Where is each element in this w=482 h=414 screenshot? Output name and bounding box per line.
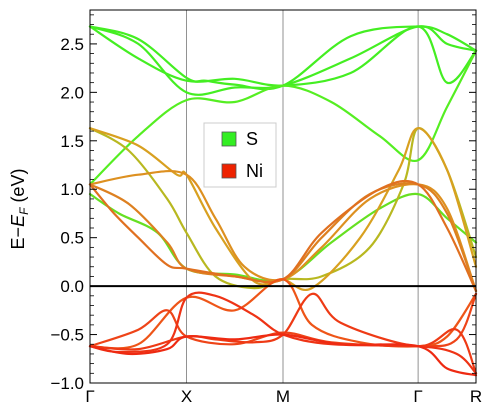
ylabel-sub: F	[17, 207, 31, 215]
legend-label-ni: Ni	[246, 161, 263, 181]
y-tick-label: 0.5	[60, 229, 84, 248]
ylabel-italic: E	[8, 214, 28, 227]
kpoint-lines	[186, 10, 419, 383]
legend-box	[203, 122, 277, 188]
legend-swatch-ni	[221, 163, 237, 179]
band-line	[88, 179, 478, 293]
x-tick-label: Γ	[85, 387, 94, 406]
plot-frame	[89, 9, 477, 384]
ylabel-unit: (eV)	[8, 169, 28, 208]
legend-swatch-s	[221, 131, 237, 147]
y-tick-label: 2.0	[60, 83, 84, 102]
x-tick-label: R	[470, 387, 482, 406]
legend-label-s: S	[246, 129, 258, 149]
y-tick-label: 1.0	[60, 180, 84, 199]
y-axis-ticks: −1.0 −0.5 0.0 0.5 1.0 1.5 2.0 2.5	[50, 14, 476, 393]
band-line	[88, 49, 478, 186]
band-line	[88, 291, 478, 375]
y-tick-label: −1.0	[50, 374, 84, 393]
x-tick-label: X	[181, 387, 192, 406]
x-tick-label: M	[276, 387, 290, 406]
y-axis-title: E−EF (eV)	[8, 169, 31, 250]
y-tick-label: 1.5	[60, 132, 84, 151]
band-line	[88, 333, 478, 377]
legend: S Ni	[203, 122, 277, 188]
band-series	[88, 25, 478, 377]
y-tick-label: 2.5	[60, 35, 84, 54]
y-tick-label: −0.5	[50, 326, 84, 345]
band-line	[88, 278, 478, 350]
y-tick-label: 0.0	[60, 277, 84, 296]
ylabel-main: E−	[8, 227, 28, 250]
x-tick-label: Γ	[413, 387, 422, 406]
